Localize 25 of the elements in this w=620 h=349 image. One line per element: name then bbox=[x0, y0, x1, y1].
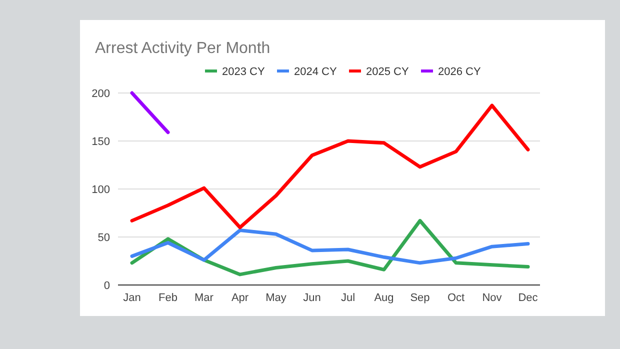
y-tick-label: 0 bbox=[104, 280, 110, 292]
x-tick-label: Sep bbox=[410, 292, 430, 304]
line-series bbox=[130, 218, 530, 276]
x-tick-label: Apr bbox=[231, 292, 249, 304]
y-tick-label: 150 bbox=[92, 136, 110, 148]
legend-label: 2025 CY bbox=[366, 66, 410, 78]
x-tick-label: Mar bbox=[194, 292, 214, 304]
y-tick-label: 100 bbox=[92, 184, 110, 196]
y-tick-label: 50 bbox=[98, 232, 110, 244]
x-tick-label: Jul bbox=[340, 292, 356, 304]
x-tick-label: Jun bbox=[303, 292, 321, 304]
chart-title: Arrest Activity Per Month bbox=[95, 40, 270, 57]
line-series bbox=[130, 228, 530, 265]
legend-label: 2026 CY bbox=[438, 66, 482, 78]
legend-label: 2023 CY bbox=[222, 66, 266, 78]
y-tick-label: 200 bbox=[92, 88, 110, 100]
x-tick-label: Oct bbox=[447, 292, 465, 304]
legend-label: 2024 CY bbox=[294, 66, 338, 78]
x-tick-label: May bbox=[266, 292, 287, 304]
x-tick-label: Nov bbox=[482, 292, 502, 304]
x-tick-label: Aug bbox=[374, 292, 394, 304]
x-tick-label: Feb bbox=[158, 292, 178, 304]
line-series bbox=[130, 104, 530, 230]
x-tick-label: Dec bbox=[518, 292, 538, 304]
x-tick-label: Jan bbox=[123, 292, 141, 304]
